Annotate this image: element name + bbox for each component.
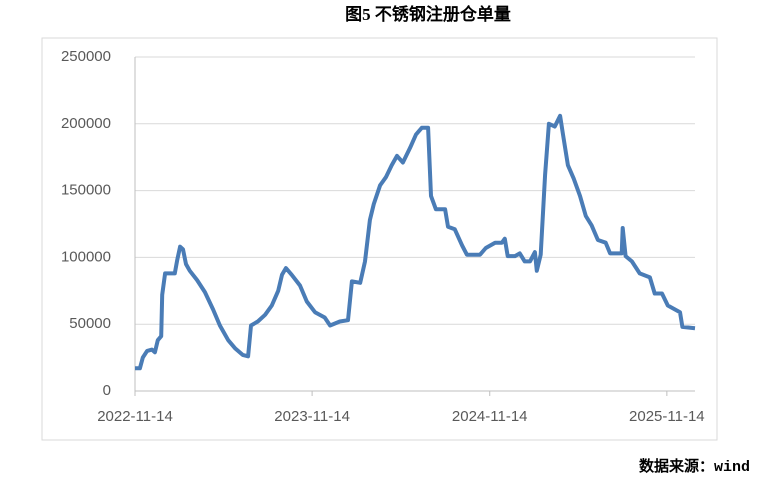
y-tick-label: 250000	[61, 48, 111, 65]
y-tick-label: 100000	[61, 248, 111, 265]
x-tick-label: 2022-11-14	[97, 408, 173, 425]
x-tick-label: 2025-11-14	[629, 408, 705, 425]
source-note: 数据来源：wind	[639, 457, 750, 476]
y-tick-label: 200000	[61, 115, 111, 132]
y-tick-label: 0	[103, 382, 111, 399]
y-tick-label: 150000	[61, 182, 111, 199]
y-tick-label: 50000	[69, 315, 111, 332]
x-tick-label: 2023-11-14	[274, 408, 350, 425]
chart-frame	[41, 37, 718, 441]
chart-title: 图5 不锈钢注册仓单量	[345, 4, 511, 24]
data-line	[135, 113, 696, 371]
x-tick-label: 2024-11-14	[452, 408, 528, 425]
